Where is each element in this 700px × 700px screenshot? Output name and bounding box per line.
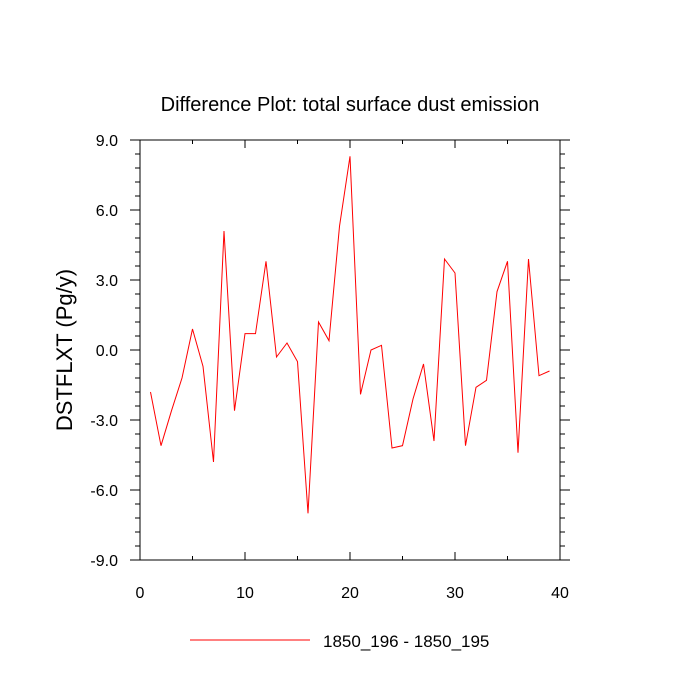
y-tick-label: 9.0	[96, 133, 118, 150]
series-line	[150, 156, 550, 514]
y-tick-label: -6.0	[90, 483, 118, 500]
y-tick-label: -9.0	[90, 553, 118, 570]
y-tick-label: -3.0	[90, 413, 118, 430]
y-tick-label: 3.0	[96, 273, 118, 290]
x-tick-label: 0	[136, 585, 145, 602]
series-layer	[150, 156, 550, 514]
x-tick-label: 30	[446, 585, 464, 602]
y-tick-label: 6.0	[96, 203, 118, 220]
x-tick-label: 10	[236, 585, 254, 602]
y-tick-labels: -9.0 -6.0 -3.0 0.0 3.0 6.0 9.0	[90, 133, 118, 570]
x-tick-label: 40	[551, 585, 569, 602]
y-tick-label: 0.0	[96, 343, 118, 360]
x-tick-labels: 0 10 20 30 40	[136, 585, 569, 602]
legend-label: 1850_196 - 1850_195	[323, 632, 489, 651]
plot-frame	[139, 139, 561, 561]
y-axis-label: DSTFLXT (Pg/y)	[52, 269, 77, 431]
axis-ticks	[130, 139, 570, 561]
legend: 1850_196 - 1850_195	[190, 632, 489, 651]
x-tick-label: 20	[341, 585, 359, 602]
chart-title: Difference Plot: total surface dust emis…	[161, 94, 540, 116]
